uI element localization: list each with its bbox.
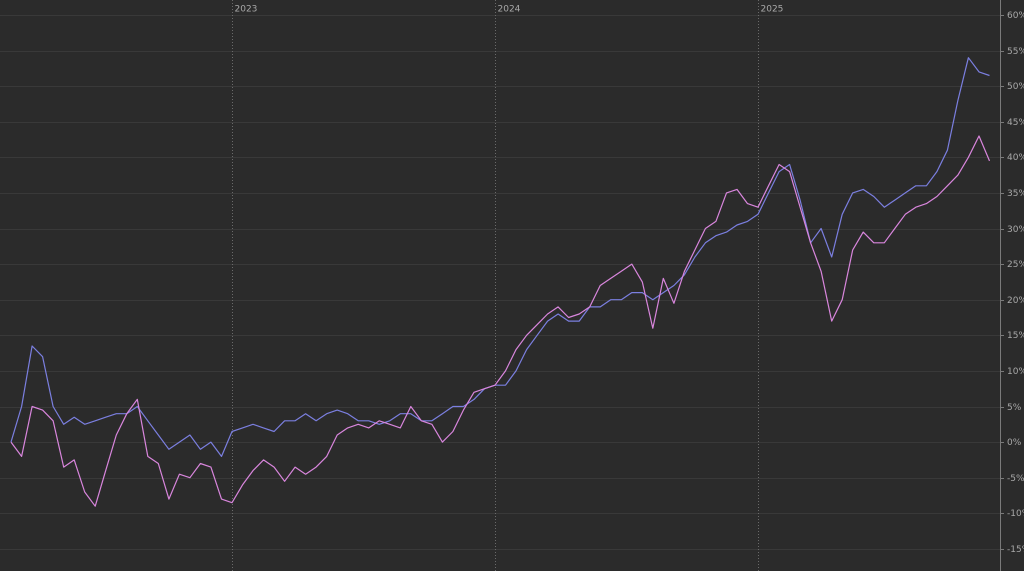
y-tick-label: 5% xyxy=(1007,403,1022,413)
y-tick-label: 15% xyxy=(1007,331,1024,341)
y-tick-label: 40% xyxy=(1007,153,1024,163)
y-tick-label: 45% xyxy=(1007,118,1024,128)
y-tick-label: -5% xyxy=(1007,474,1024,484)
y-tick-label: 10% xyxy=(1007,367,1024,377)
line-series xyxy=(10,135,991,507)
x-tick-label: 2023 xyxy=(235,5,258,15)
y-tick-label: -15% xyxy=(1007,545,1024,555)
y-tick-label: -10% xyxy=(1007,509,1024,519)
y-tick-label: 20% xyxy=(1007,296,1024,306)
line-series xyxy=(10,57,990,457)
y-tick-label: 60% xyxy=(1007,11,1024,21)
y-tick-label: 0% xyxy=(1007,438,1022,448)
y-tick-label: 50% xyxy=(1007,82,1024,92)
y-tick-label: 25% xyxy=(1007,260,1024,270)
y-tick-label: 35% xyxy=(1007,189,1024,199)
x-tick-label: 2025 xyxy=(761,5,784,15)
x-tick-label: 2024 xyxy=(498,5,521,15)
y-tick-label: 30% xyxy=(1007,225,1024,235)
y-tick-label: 55% xyxy=(1007,47,1024,57)
